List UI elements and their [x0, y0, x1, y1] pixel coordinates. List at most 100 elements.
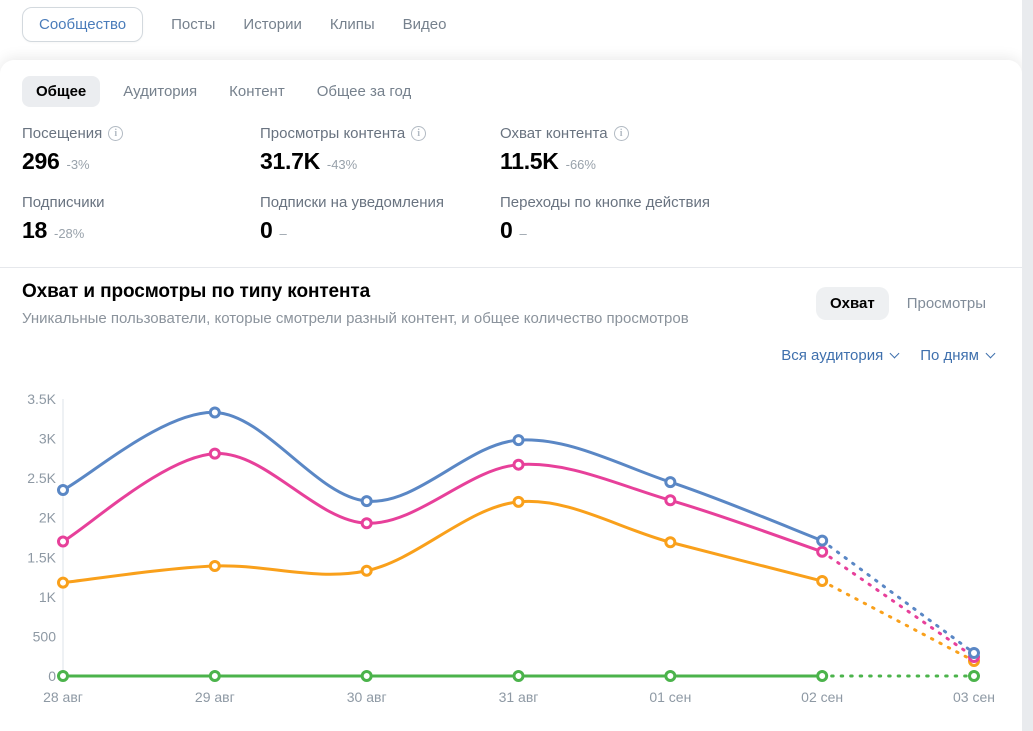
chart-point-blue[interactable]	[664, 476, 677, 489]
subtab-general[interactable]: Общее	[22, 76, 101, 107]
chart-point-green[interactable]	[664, 670, 677, 682]
chart-point-blue[interactable]	[968, 647, 980, 660]
subtab-content[interactable]: Контент	[220, 76, 294, 107]
granularity-filter-label: По дням	[920, 347, 979, 364]
chart-metric-toggle: Охват Просмотры	[815, 287, 1000, 320]
stat-action-button-clicks: Переходы по кнопке действия 0 –	[500, 193, 1000, 244]
x-axis-label: 03 сен	[953, 689, 995, 705]
x-axis-label: 30 авг	[347, 689, 387, 705]
x-axis-label: 31 авг	[499, 689, 539, 705]
tab-community[interactable]: Сообщество	[22, 6, 144, 42]
stat-delta: -28%	[53, 226, 85, 241]
chevron-down-icon	[985, 348, 996, 359]
chart-point-green[interactable]	[816, 670, 829, 682]
section-header: Охват и просмотры по типу контента Уника…	[0, 268, 1022, 327]
toggle-views[interactable]: Просмотры	[893, 287, 1000, 320]
chart-point-green[interactable]	[512, 670, 525, 682]
stat-label: Охват контента	[500, 124, 608, 142]
chart-point-green[interactable]	[57, 670, 69, 682]
chart-point-green[interactable]	[208, 670, 221, 682]
tab-video[interactable]: Видео	[403, 8, 447, 41]
chart-point-orange[interactable]	[360, 564, 373, 577]
chart-point-orange[interactable]	[57, 576, 69, 589]
y-tick-label: 500	[33, 628, 57, 644]
chart-point-orange[interactable]	[208, 559, 221, 572]
y-tick-label: 1.5K	[27, 549, 56, 565]
y-tick-label: 1K	[39, 589, 57, 605]
section-divider	[0, 267, 1022, 268]
chart-point-orange[interactable]	[664, 536, 677, 549]
y-tick-label: 2.5K	[27, 470, 56, 486]
stat-subscribers: Подписчики 18 -28%	[22, 193, 260, 244]
x-axis-label: 28 авг	[43, 689, 83, 705]
chart-point-pink[interactable]	[57, 535, 69, 548]
stat-delta: -3%	[66, 157, 90, 172]
chart-point-blue[interactable]	[360, 495, 373, 508]
info-icon[interactable]	[613, 125, 629, 141]
subtab-year-general[interactable]: Общее за год	[308, 76, 421, 107]
top-tab-bar: Сообщество Посты Истории Клипы Видео	[0, 0, 1022, 60]
chart-point-green[interactable]	[968, 670, 980, 682]
series-pink-line	[61, 452, 824, 554]
stat-label: Переходы по кнопке действия	[500, 193, 711, 211]
series-blue-line	[61, 410, 824, 543]
info-icon[interactable]	[108, 125, 124, 141]
stat-delta: -43%	[326, 157, 358, 172]
subtab-audience[interactable]: Аудитория	[114, 76, 206, 107]
y-tick-label: 2K	[39, 510, 57, 526]
stat-value: 11.5K	[500, 148, 559, 174]
stat-content-reach: Охват контента 11.5K -66%	[500, 124, 1000, 175]
stat-value: 31.7K	[260, 148, 320, 174]
stat-value: 296	[22, 148, 60, 174]
info-icon[interactable]	[411, 125, 427, 141]
chart-point-blue[interactable]	[208, 406, 221, 419]
stat-label: Подписчики	[22, 193, 105, 211]
series-orange-projection	[820, 579, 976, 663]
tab-stories[interactable]: Истории	[243, 8, 301, 41]
audience-filter-dropdown[interactable]: Вся аудитория	[781, 347, 900, 364]
stat-delta: –	[279, 226, 287, 241]
chart-point-orange[interactable]	[816, 575, 829, 588]
sub-tab-bar: Общее Аудитория Контент Общее за год	[0, 60, 1022, 107]
x-axis-label: 01 сен	[649, 689, 691, 705]
stat-visits: Посещения 296 -3%	[22, 124, 260, 175]
chart-canvas[interactable]: 0 500 1K 1.5K 2K 2.5K 3K 3.5K 28 авг 29 авг 30 авг…	[20, 382, 1020, 717]
stat-content-views: Просмотры контента 31.7K -43%	[260, 124, 500, 175]
stat-label: Просмотры контента	[260, 124, 406, 142]
y-tick-label: 3.5K	[27, 391, 56, 407]
stat-value: 0	[260, 217, 273, 243]
chart-point-orange[interactable]	[512, 495, 525, 508]
series-blue-projection	[820, 539, 976, 655]
chart-point-pink[interactable]	[512, 458, 525, 471]
series-pink-projection	[820, 550, 976, 659]
y-tick-label: 0	[48, 668, 56, 684]
stat-delta: –	[519, 226, 527, 241]
tab-clips[interactable]: Клипы	[330, 8, 375, 41]
chart-point-pink[interactable]	[208, 447, 221, 460]
granularity-filter-dropdown[interactable]: По дням	[920, 347, 996, 364]
chart-point-pink[interactable]	[664, 494, 677, 507]
x-axis-label: 29 авг	[195, 689, 235, 705]
tab-posts[interactable]: Посты	[171, 8, 215, 41]
stat-label: Подписки на уведомления	[260, 193, 445, 211]
chart-point-pink[interactable]	[360, 517, 373, 530]
chart-filters: Вся аудитория По дням	[0, 327, 1022, 364]
section-title: Охват и просмотры по типу контента	[22, 281, 371, 302]
chart-point-blue[interactable]	[57, 484, 69, 497]
stat-label: Посещения	[22, 124, 103, 142]
stats-card: Общее Аудитория Контент Общее за год Пос…	[0, 60, 1022, 731]
stat-notification-subs: Подписки на уведомления 0 –	[260, 193, 500, 244]
chevron-down-icon	[889, 348, 900, 359]
x-axis-label: 02 сен	[801, 689, 843, 705]
stat-value: 18	[22, 217, 47, 243]
chart-point-pink[interactable]	[816, 545, 829, 558]
chart-point-blue[interactable]	[512, 434, 525, 447]
stat-value: 0	[500, 217, 513, 243]
page-right-gutter	[1022, 0, 1033, 731]
stat-delta: -66%	[565, 157, 596, 172]
chart-point-green[interactable]	[360, 670, 373, 682]
section-subtitle: Уникальные пользователи, которые смотрел…	[22, 310, 689, 327]
toggle-reach[interactable]: Охват	[815, 287, 889, 320]
chart-point-blue[interactable]	[816, 534, 829, 547]
